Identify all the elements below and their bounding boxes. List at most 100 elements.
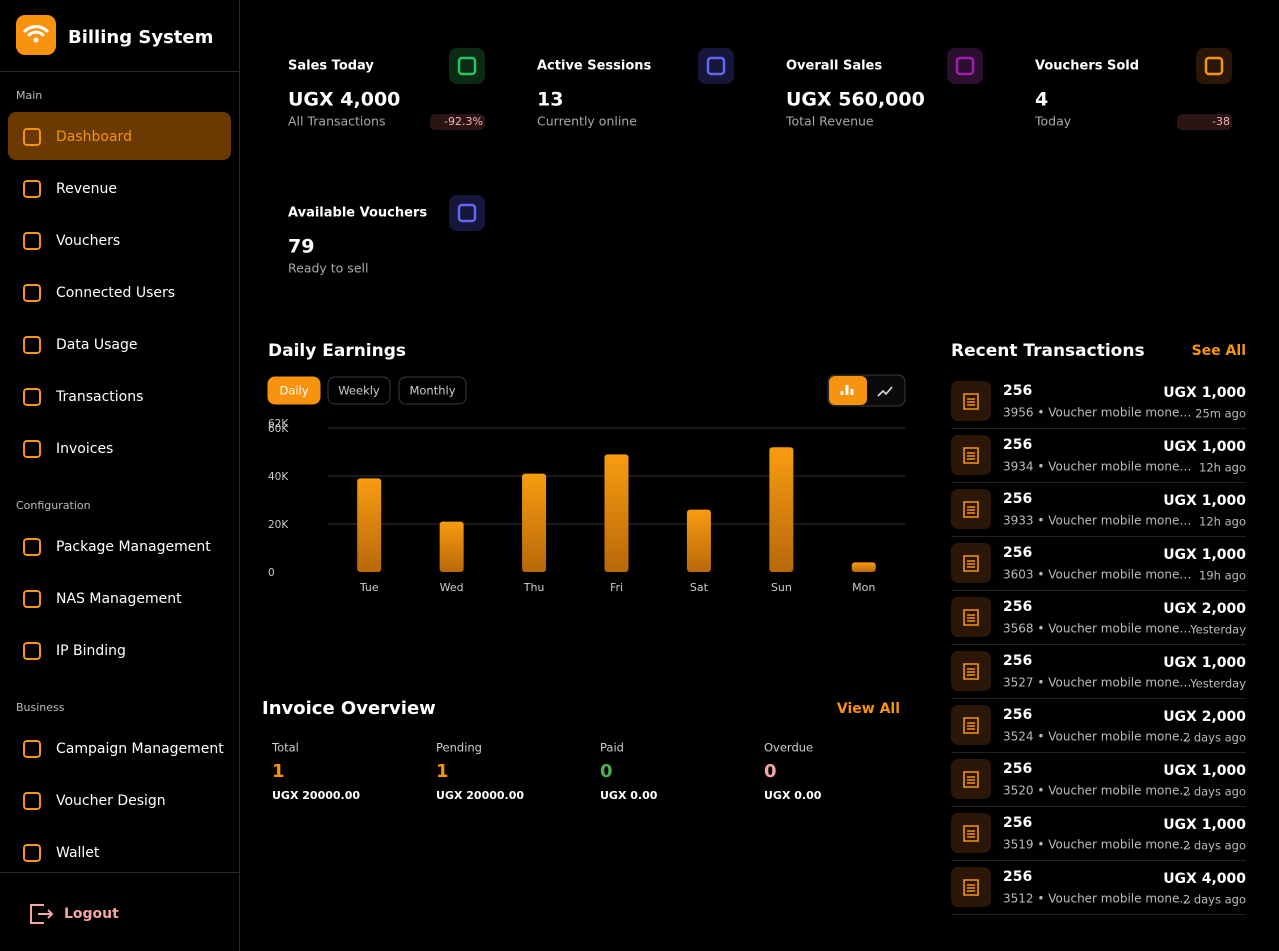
- x-tick-label: Wed: [440, 581, 464, 594]
- nav-item[interactable]: Wallet: [56, 845, 100, 861]
- stat-change: -92.3%: [444, 115, 483, 128]
- tab[interactable]: [398, 376, 467, 405]
- transaction-icon: [963, 717, 979, 734]
- nav-icon: [23, 128, 41, 146]
- x-tick-label: Sun: [771, 581, 792, 594]
- nav-icon: [23, 538, 41, 556]
- invoice-label: Total: [271, 741, 299, 755]
- y-tick-label: 0: [268, 567, 275, 579]
- transaction-name[interactable]: 256: [1003, 869, 1032, 885]
- change-badge: [1177, 114, 1232, 130]
- section-title: Configuration: [16, 499, 91, 512]
- transaction-icon-bg: [951, 813, 991, 853]
- stat-sub: Currently online: [537, 114, 637, 129]
- nav-item[interactable]: Connected Users: [56, 285, 175, 301]
- logo: [16, 15, 56, 55]
- stat-label: Vouchers Sold: [1035, 59, 1139, 74]
- transaction-name[interactable]: 256: [1003, 599, 1032, 615]
- invoice-amount: UGX 20000.00: [436, 789, 524, 802]
- transaction-detail: 3956 • Voucher mobile mone…: [1003, 406, 1191, 420]
- transaction-name[interactable]: 256: [1003, 761, 1032, 777]
- nav-item[interactable]: Transactions: [55, 389, 143, 405]
- invoice-label: Pending: [436, 741, 482, 755]
- nav-icon: [23, 440, 41, 458]
- invoice-label: Paid: [600, 741, 624, 755]
- y-tick-label: 62K: [268, 418, 289, 430]
- transaction-icon: [963, 663, 979, 680]
- nav-item[interactable]: Invoices: [56, 441, 113, 457]
- transaction-amount: UGX 2,000: [1163, 709, 1246, 725]
- transaction-name[interactable]: 256: [1003, 545, 1032, 561]
- nav-item[interactable]: Data Usage: [56, 337, 138, 353]
- transaction-time: 2 days ago: [1183, 785, 1246, 799]
- nav-item[interactable]: Voucher Design: [56, 793, 166, 809]
- stat-icon: [457, 203, 477, 223]
- transaction-name[interactable]: 256: [1003, 707, 1032, 723]
- x-tick-label: Mon: [852, 581, 875, 594]
- transaction-icon: [963, 501, 979, 518]
- stat-label: Overall Sales: [786, 59, 882, 74]
- stat-icon-bg: [449, 195, 485, 231]
- transaction-name[interactable]: 256: [1003, 491, 1032, 507]
- transaction-name[interactable]: 256: [1003, 437, 1032, 453]
- nav-item[interactable]: IP Binding: [56, 643, 126, 659]
- invoice-amount: UGX 0.00: [764, 789, 822, 802]
- transaction-time: 2 days ago: [1183, 731, 1246, 745]
- y-tick-label: 40K: [268, 471, 289, 483]
- invoice-amount: UGX 20000.00: [272, 789, 360, 802]
- transaction-name[interactable]: 256: [1003, 383, 1032, 399]
- transaction-detail: 3933 • Voucher mobile mone…: [1003, 514, 1191, 528]
- x-tick-label: Sat: [690, 581, 709, 594]
- transaction-icon-bg: [951, 381, 991, 421]
- transaction-time: Yesterday: [1189, 677, 1246, 691]
- y-tick-label: 20K: [268, 519, 289, 531]
- transaction-detail: 3603 • Voucher mobile mone…: [1003, 568, 1191, 582]
- nav-item[interactable]: Revenue: [56, 181, 117, 197]
- toggle-line-icon: [877, 386, 893, 397]
- invoice-count: 1: [436, 761, 449, 782]
- tab-label[interactable]: Monthly: [409, 384, 455, 398]
- transaction-detail: 3524 • Voucher mobile mone…: [1003, 730, 1191, 744]
- section-title: Invoice Overview: [262, 698, 436, 719]
- bar: [851, 562, 876, 572]
- tab[interactable]: [327, 376, 391, 405]
- stat-icon: [1204, 56, 1224, 76]
- nav-item[interactable]: Campaign Management: [56, 741, 224, 757]
- stat-sub: All Transactions: [288, 114, 386, 129]
- tab-label[interactable]: Daily: [279, 384, 308, 398]
- transaction-time: Yesterday: [1189, 623, 1246, 637]
- tab[interactable]: [267, 376, 321, 405]
- view-all[interactable]: View All: [837, 701, 900, 717]
- transaction-icon-bg: [951, 435, 991, 475]
- nav-item[interactable]: NAS Management: [56, 591, 182, 607]
- transaction-name[interactable]: 256: [1003, 815, 1032, 831]
- app-title: Billing System: [68, 27, 213, 48]
- section-title: Business: [16, 701, 65, 714]
- transaction-amount: UGX 4,000: [1163, 871, 1246, 887]
- transaction-name[interactable]: 256: [1003, 653, 1032, 669]
- stat-sub: Today: [1034, 114, 1072, 129]
- tab-label[interactable]: Weekly: [338, 384, 380, 398]
- bar: [604, 454, 629, 572]
- nav-icon: [23, 792, 41, 810]
- nav-active: [8, 112, 231, 160]
- nav-item[interactable]: Vouchers: [56, 233, 120, 249]
- stat-value: 13: [537, 89, 563, 111]
- stat-icon-bg: [698, 48, 734, 84]
- nav-item[interactable]: Package Management: [56, 539, 211, 555]
- transaction-amount: UGX 1,000: [1163, 385, 1246, 401]
- x-tick-label: Fri: [610, 581, 623, 594]
- transaction-amount: UGX 1,000: [1163, 817, 1246, 833]
- see-all[interactable]: See All: [1192, 343, 1246, 359]
- stat-icon: [955, 56, 975, 76]
- transaction-detail: 3527 • Voucher mobile mone…: [1003, 676, 1191, 690]
- invoice-count: 1: [272, 761, 285, 782]
- nav-item[interactable]: Dashboard: [56, 129, 132, 145]
- transaction-detail: 3520 • Voucher mobile mone…: [1003, 784, 1191, 798]
- stat-icon-bg: [1196, 48, 1232, 84]
- nav-icon: [23, 180, 41, 198]
- transaction-icon: [963, 609, 979, 626]
- logo-icon: [23, 25, 49, 37]
- logout[interactable]: Logout: [64, 906, 119, 922]
- stat-value: UGX 4,000: [288, 89, 400, 111]
